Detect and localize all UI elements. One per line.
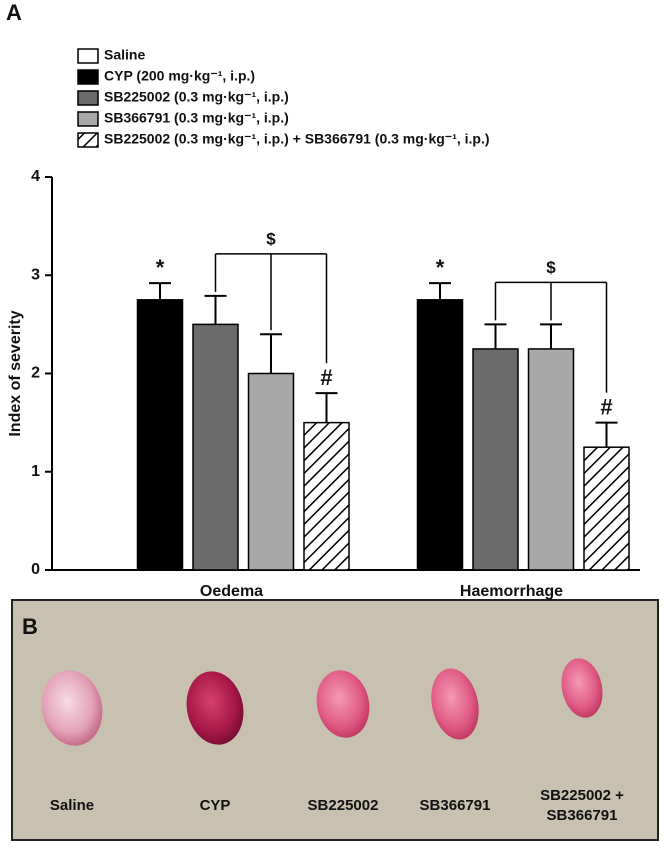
bar [247,372,295,571]
y-tick-label: 2 [31,365,40,382]
error-bar [260,333,282,374]
bar [527,348,575,571]
bar [303,421,350,571]
tissue-sample [41,670,103,746]
tissue-sample [316,670,370,738]
bar [416,299,464,571]
error-bar [595,421,618,448]
comparison-bracket [494,281,608,393]
bar [472,348,519,571]
bar [192,323,239,571]
sample-caption: Saline [50,797,94,814]
legend-label: CYP (200 mg·kg⁻¹, i.p.) [104,68,255,84]
y-tick-label: 1 [31,463,40,480]
error-bar [149,282,171,300]
error-bar [204,294,227,325]
sample-caption: SB225002 + [540,787,624,804]
legend-label: Saline [104,47,145,63]
significance-mark: # [600,394,612,419]
legend-label: SB225002 (0.3 mg·kg⁻¹, i.p.) [104,89,289,105]
y-tick-label: 4 [31,168,40,185]
sample-caption: SB366791 [547,807,618,824]
y-axis-label: Index of severity [7,310,24,436]
significance-mark: $ [266,229,276,248]
significance-mark: $ [546,258,556,277]
panel-label: A [6,0,22,25]
sample-caption: CYP [200,797,231,814]
x-tick-label: Oedema [200,583,263,600]
error-bar [315,392,338,423]
error-bar [540,323,562,349]
significance-mark: * [156,255,165,280]
error-bar [429,282,451,300]
tissue-sample [431,668,479,740]
comparison-bracket [214,253,328,364]
legend-swatch [77,111,99,127]
y-tick-label: 3 [31,266,40,283]
sample-caption: SB366791 [420,797,491,814]
significance-mark: * [436,255,445,280]
significance-mark: # [320,365,332,390]
legend-swatch [77,48,99,64]
legend-label: SB366791 (0.3 mg·kg⁻¹, i.p.) [104,110,289,126]
legend-swatch [77,69,99,85]
y-tick-label: 0 [31,561,40,578]
error-bar [484,323,507,349]
sample-caption: SB225002 [308,797,379,814]
bar [136,299,184,571]
legend-label: SB225002 (0.3 mg·kg⁻¹, i.p.) + SB366791 … [104,131,490,147]
tissue-sample [186,671,244,745]
tissue-sample [561,658,603,718]
panel-label: B [22,614,38,639]
legend-swatch [77,132,99,148]
bar [583,446,630,571]
x-tick-label: Haemorrhage [460,583,563,600]
legend-swatch [77,90,99,106]
